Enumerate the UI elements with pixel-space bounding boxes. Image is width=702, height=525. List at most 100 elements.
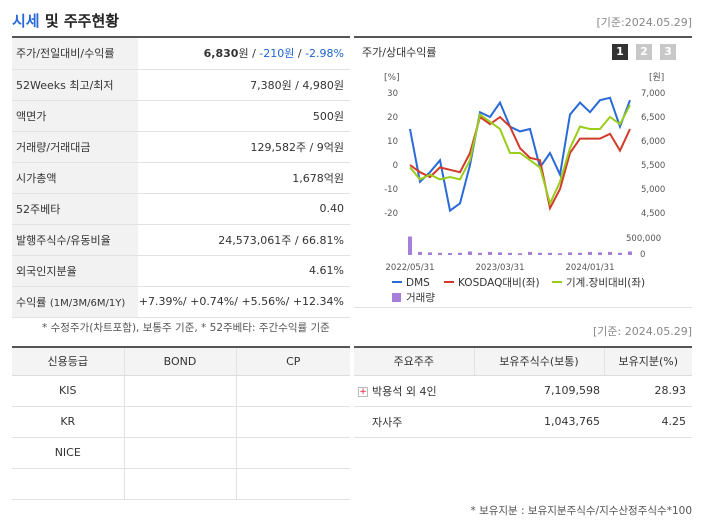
volume-bar: [538, 252, 542, 255]
row-label: 52Weeks 최고/최저: [12, 69, 138, 101]
table-row: 거래량/거래대금 129,582주 / 9억원: [12, 131, 350, 163]
bond-rating: [123, 406, 236, 438]
row-label: 시가총액: [12, 162, 138, 194]
x-axis-tick: 2022/05/31: [386, 263, 435, 273]
row-value: 7,380원 / 4,980원: [138, 69, 350, 101]
volume-bar: [598, 252, 602, 255]
series-line-0: [409, 96, 631, 213]
left-axis-tick: 10: [387, 137, 398, 147]
right-axis-tick: 7,000: [641, 89, 665, 99]
volume-bar: [438, 252, 442, 255]
column-header: 주요주주: [354, 346, 474, 376]
table-row: NICE: [12, 437, 350, 469]
section-title-sub: 및 주주현황: [39, 12, 120, 30]
volume-bar: [508, 252, 512, 255]
legend-label: DMS: [406, 277, 430, 289]
table-row: 액면가 500원: [12, 100, 350, 132]
right-axis-tick: 5,500: [641, 161, 665, 171]
bond-rating: [123, 375, 236, 407]
table-row: 수익률 (1M/3M/6M/1Y) +7.39%/ +0.74%/ +5.56%…: [12, 286, 350, 318]
x-axis-tick: 2024/01/31: [566, 263, 615, 273]
volume-bar: [608, 251, 612, 255]
chart-page-3-button[interactable]: 3: [660, 44, 676, 60]
row-label: 수익률 (1M/3M/6M/1Y): [12, 286, 138, 318]
volume-bar: [498, 252, 502, 255]
volume-bar: [408, 236, 412, 255]
agency-name: KIS: [12, 375, 124, 407]
volume-tick-label: 500,000: [626, 234, 661, 244]
column-header: 보유지분(%): [603, 346, 692, 376]
footnote: * 수정주가(차트포함), 보통주 기준, * 52주베타: 주간수익률 기준: [42, 322, 330, 334]
holder-shares: 1,043,765: [474, 406, 604, 438]
row-label: 외국인지분율: [12, 255, 138, 287]
volume-bar: [628, 251, 632, 255]
agency-name: NICE: [12, 437, 124, 469]
column-header: 신용등급: [12, 346, 124, 376]
volume-bar: [518, 253, 522, 255]
table-header-row: 신용등급 BOND CP: [12, 346, 350, 376]
volume-bar: [478, 252, 482, 255]
row-value: 4.61%: [138, 255, 350, 287]
volume-bar: [588, 251, 592, 255]
right-axis-tick: 6,000: [641, 137, 665, 147]
volume-bar: [448, 253, 452, 255]
row-label: 52주베타: [12, 193, 138, 225]
price-value: 6,830원 / -210원 / -2.98%: [138, 38, 350, 70]
price-chart: [%] [원] 500,000 0 30 20 10 0 -10 -20 7,000 6,50…: [384, 72, 665, 304]
row-label: 액면가: [12, 100, 138, 132]
x-axis-tick: 2023/03/31: [476, 263, 525, 273]
series-line-1: [409, 115, 631, 212]
left-axis-tick: -10: [384, 185, 398, 195]
legend-label: KOSDAQ대비(좌): [458, 277, 540, 289]
agency-name: KR: [12, 406, 124, 438]
legend-swatch: [392, 293, 401, 302]
holder-pct: 4.25: [604, 406, 692, 438]
table-row: 외국인지분율 4.61%: [12, 255, 350, 287]
volume-bar: [528, 251, 532, 255]
table-row: [12, 468, 350, 500]
volume-bar: [428, 252, 432, 255]
volume-bar: [578, 252, 582, 255]
volume-bar: [488, 251, 492, 255]
reference-date-2: [기준: 2024.05.29]: [592, 325, 692, 338]
expand-icon[interactable]: +: [358, 386, 368, 397]
divider: [354, 36, 692, 38]
divider: [12, 36, 350, 38]
left-axis-tick: -20: [384, 209, 398, 219]
cp-rating: [235, 375, 350, 407]
table-row: 자사주 1,043,765 4.25: [354, 406, 692, 438]
row-label: 발행주식수/유동비율: [12, 224, 138, 256]
chart-title: 주가/상대수익률: [362, 46, 437, 59]
table-row: KR: [12, 406, 350, 438]
legend-label: 거래량: [406, 292, 435, 304]
right-axis-tick: 6,500: [641, 113, 665, 123]
table-row: 주가/전일대비/수익률 6,830원 / -210원 / -2.98%: [12, 38, 350, 70]
holder-shares: 7,109,598: [474, 375, 604, 407]
row-value: 0.40: [138, 193, 350, 225]
left-axis-tick: 20: [387, 113, 398, 123]
footnote-holdings: * 보유지분 : 보유지분주식수/지수산정주식수*100: [470, 505, 692, 517]
right-unit-label: [원]: [649, 72, 664, 83]
row-label: 거래량/거래대금: [12, 131, 138, 163]
volume-bar: [618, 252, 622, 255]
bond-rating: [123, 468, 236, 500]
volume-bar: [558, 253, 562, 255]
left-unit-label: [%]: [384, 73, 400, 83]
volume-zero-label: 0: [640, 250, 645, 260]
table-header-row: 주요주주 보유주식수(보통) 보유지분(%): [354, 346, 692, 376]
volume-bar: [468, 251, 472, 255]
table-row: + 박용석 외 4인 7,109,598 28.93: [354, 375, 692, 407]
cp-rating: [235, 406, 350, 438]
price-info-table: 주가/전일대비/수익률 6,830원 / -210원 / -2.98% 52We…: [12, 38, 350, 318]
row-value: 1,678억원: [138, 162, 350, 194]
volume-bar: [418, 251, 422, 255]
row-value: 129,582주 / 9억원: [138, 131, 350, 163]
chart-page-1-button[interactable]: 1: [612, 44, 628, 60]
chart-page-2-button[interactable]: 2: [636, 44, 652, 60]
section-header: 시세 및 주주현황 [기준:2024.05.29]: [12, 10, 692, 34]
right-axis-tick: 4,500: [641, 209, 665, 219]
chart-panel: 주가/상대수익률 1 2 3 [%] [원] 500,000 0 30 20 10 0…: [354, 38, 692, 308]
table-row: 52Weeks 최고/최저 7,380원 / 4,980원: [12, 69, 350, 101]
right-axis-tick: 5,000: [641, 185, 665, 195]
table-row: 시가총액 1,678억원: [12, 162, 350, 194]
